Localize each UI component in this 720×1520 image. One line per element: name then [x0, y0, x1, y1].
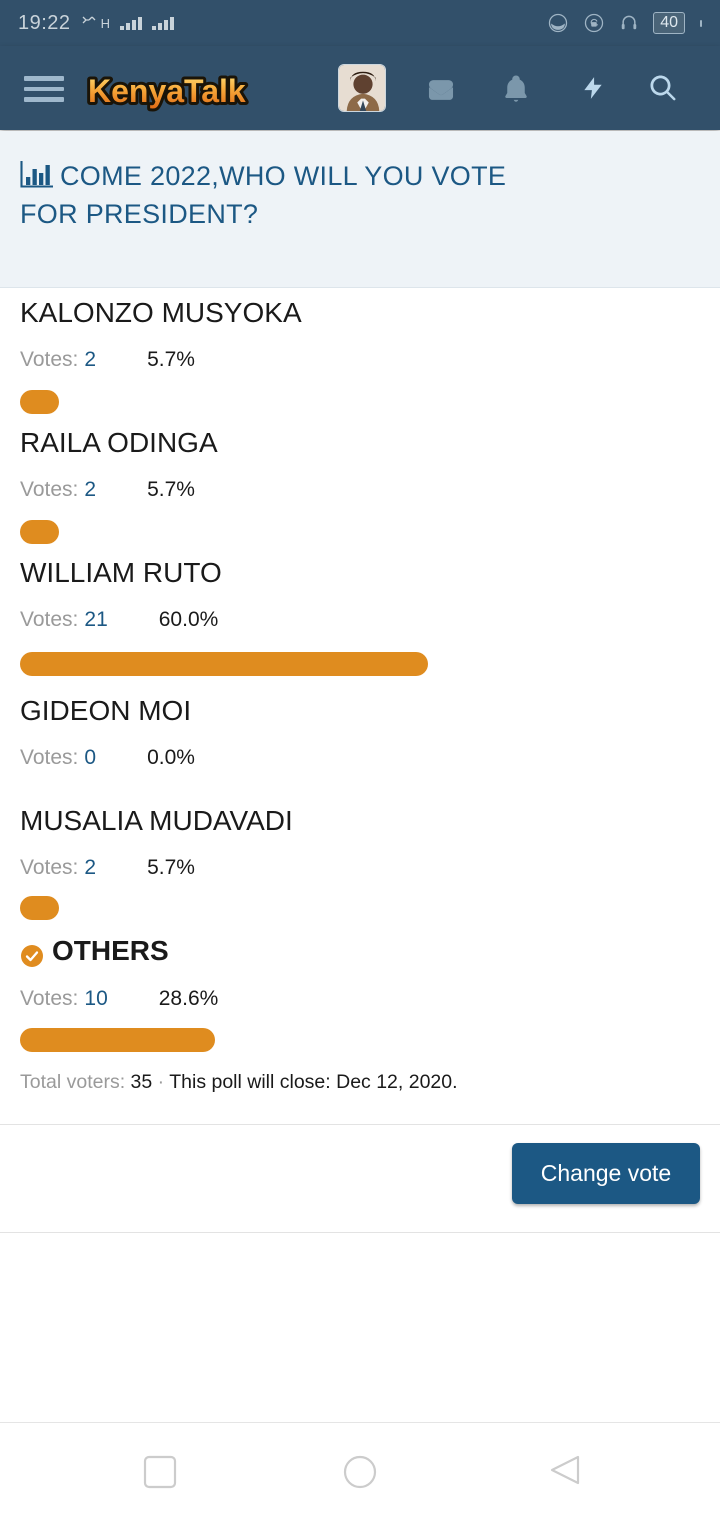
svg-text:KenyaTalk: KenyaTalk [88, 73, 246, 109]
